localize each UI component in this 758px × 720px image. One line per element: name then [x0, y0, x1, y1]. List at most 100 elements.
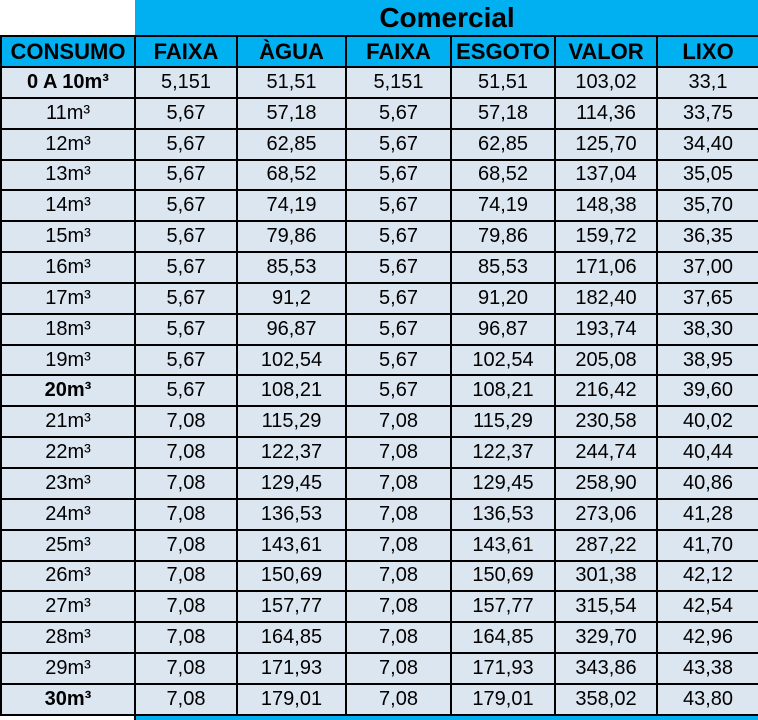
lixo-cell: 42,96	[655, 621, 758, 655]
esgoto-cell: 171,93	[450, 652, 556, 685]
esgoto-cell: 164,85	[450, 621, 556, 655]
agua-cell: 129,45	[236, 466, 347, 500]
faixa1-cell: 7,08	[134, 682, 238, 717]
faixa2-cell: 5,67	[345, 312, 452, 346]
section-title: Comercial	[135, 0, 758, 36]
table-row: 25m³ 7,08 143,61 7,08 143,61 287,22 41,70	[0, 528, 758, 562]
faixa2-cell: 7,08	[345, 559, 452, 593]
esgoto-cell: 108,21	[450, 374, 556, 408]
faixa1-cell: 7,08	[134, 528, 238, 562]
table-row: 16m³ 5,67 85,53 5,67 85,53 171,06 37,00	[0, 251, 758, 284]
agua-cell: 157,77	[236, 590, 347, 624]
valor-cell: 358,02	[554, 682, 658, 717]
table-row: 12m³ 5,67 62,85 5,67 62,85 125,70 34,40	[0, 127, 758, 161]
consumo-cell: 20m³	[0, 374, 136, 408]
faixa1-cell: 7,08	[134, 652, 238, 685]
column-header-consumo-0: CONSUMO	[0, 35, 136, 68]
table-row: 15m³ 5,67 79,86 5,67 79,86 159,72 36,35	[0, 220, 758, 254]
table-row: 23m³ 7,08 129,45 7,08 129,45 258,90 40,86	[0, 466, 758, 500]
valor-cell: 193,74	[554, 312, 658, 346]
valor-cell: 148,38	[554, 189, 658, 223]
agua-cell: 79,86	[236, 220, 347, 254]
faixa2-cell: 5,67	[345, 343, 452, 377]
column-header-row: CONSUMO FAIXA ÀGUA FAIXA ESGOTO VALOR LIXO	[0, 35, 758, 68]
esgoto-cell: 136,53	[450, 497, 556, 531]
agua-cell: 62,85	[236, 127, 347, 161]
lixo-cell: 40,44	[655, 436, 758, 469]
esgoto-cell: 96,87	[450, 312, 556, 346]
consumo-cell: 22m³	[0, 436, 136, 469]
table-row: 14m³ 5,67 74,19 5,67 74,19 148,38 35,70	[0, 189, 758, 223]
table-row: 27m³ 7,08 157,77 7,08 157,77 315,54 42,54	[0, 590, 758, 624]
table-row: 30m³ 7,08 179,01 7,08 179,01 358,02 43,80	[0, 682, 758, 717]
section-header-row: Comercial	[1, 0, 758, 36]
faixa1-cell: 7,08	[134, 590, 238, 624]
esgoto-cell: 68,52	[450, 158, 556, 192]
consumo-cell: 28m³	[0, 621, 136, 655]
lixo-cell: 34,40	[655, 127, 758, 161]
column-header-faixa-3: FAIXA	[345, 35, 452, 68]
table-row: 18m³ 5,67 96,87 5,67 96,87 193,74 38,30	[0, 312, 758, 346]
esgoto-cell: 57,18	[450, 96, 556, 130]
valor-cell: 103,02	[554, 66, 658, 99]
faixa2-cell: 5,67	[345, 158, 452, 192]
consumo-cell: 14m³	[0, 189, 136, 223]
next-section-partial-row	[1, 714, 758, 720]
faixa1-cell: 7,08	[134, 466, 238, 500]
agua-cell: 108,21	[236, 374, 347, 408]
faixa1-cell: 7,08	[134, 621, 238, 655]
esgoto-cell: 74,19	[450, 189, 556, 223]
faixa1-cell: 7,08	[134, 559, 238, 593]
column-header-faixa-1: FAIXA	[134, 35, 238, 68]
lixo-cell: 33,1	[655, 66, 758, 99]
agua-cell: 115,29	[236, 405, 347, 439]
table-row: 24m³ 7,08 136,53 7,08 136,53 273,06 41,28	[0, 497, 758, 531]
table-row: 26m³ 7,08 150,69 7,08 150,69 301,38 42,12	[0, 559, 758, 593]
agua-cell: 164,85	[236, 621, 347, 655]
esgoto-cell: 79,86	[450, 220, 556, 254]
consumo-cell: 15m³	[0, 220, 136, 254]
lixo-cell: 38,95	[655, 343, 758, 377]
valor-cell: 125,70	[554, 127, 658, 161]
table-row: 28m³ 7,08 164,85 7,08 164,85 329,70 42,96	[0, 621, 758, 655]
faixa2-cell: 5,67	[345, 127, 452, 161]
consumo-cell: 11m³	[0, 96, 136, 130]
lixo-cell: 42,12	[655, 559, 758, 593]
faixa1-cell: 5,67	[134, 96, 238, 130]
esgoto-cell: 85,53	[450, 251, 556, 284]
table-row: 11m³ 5,67 57,18 5,67 57,18 114,36 33,75	[0, 96, 758, 130]
agua-cell: 74,19	[236, 189, 347, 223]
agua-cell: 68,52	[236, 158, 347, 192]
table-row: 17m³ 5,67 91,2 5,67 91,20 182,40 37,65	[0, 281, 758, 315]
faixa2-cell: 5,67	[345, 189, 452, 223]
faixa2-cell: 7,08	[345, 466, 452, 500]
faixa2-cell: 5,151	[345, 66, 452, 99]
valor-cell: 301,38	[554, 559, 658, 593]
valor-cell: 171,06	[554, 251, 658, 284]
valor-cell: 315,54	[554, 590, 658, 624]
agua-cell: 57,18	[236, 96, 347, 130]
consumo-cell: 26m³	[0, 559, 136, 593]
faixa1-cell: 5,67	[134, 189, 238, 223]
faixa1-cell: 5,67	[134, 220, 238, 254]
valor-cell: 159,72	[554, 220, 658, 254]
faixa1-cell: 5,67	[134, 251, 238, 284]
agua-cell: 51,51	[236, 66, 347, 99]
column-header-àgua-2: ÀGUA	[236, 35, 347, 68]
agua-cell: 179,01	[236, 682, 347, 717]
valor-cell: 258,90	[554, 466, 658, 500]
lixo-cell: 37,65	[655, 281, 758, 315]
corner-cell	[1, 0, 135, 36]
agua-cell: 136,53	[236, 497, 347, 531]
lixo-cell: 33,75	[655, 96, 758, 130]
valor-cell: 137,04	[554, 158, 658, 192]
consumo-cell: 27m³	[0, 590, 136, 624]
consumo-cell: 16m³	[0, 251, 136, 284]
table-row: 19m³ 5,67 102,54 5,67 102,54 205,08 38,95	[0, 343, 758, 377]
table-row: 21m³ 7,08 115,29 7,08 115,29 230,58 40,02	[0, 405, 758, 439]
consumo-cell: 18m³	[0, 312, 136, 346]
table-row: 20m³ 5,67 108,21 5,67 108,21 216,42 39,60	[0, 374, 758, 408]
esgoto-cell: 62,85	[450, 127, 556, 161]
faixa2-cell: 7,08	[345, 621, 452, 655]
